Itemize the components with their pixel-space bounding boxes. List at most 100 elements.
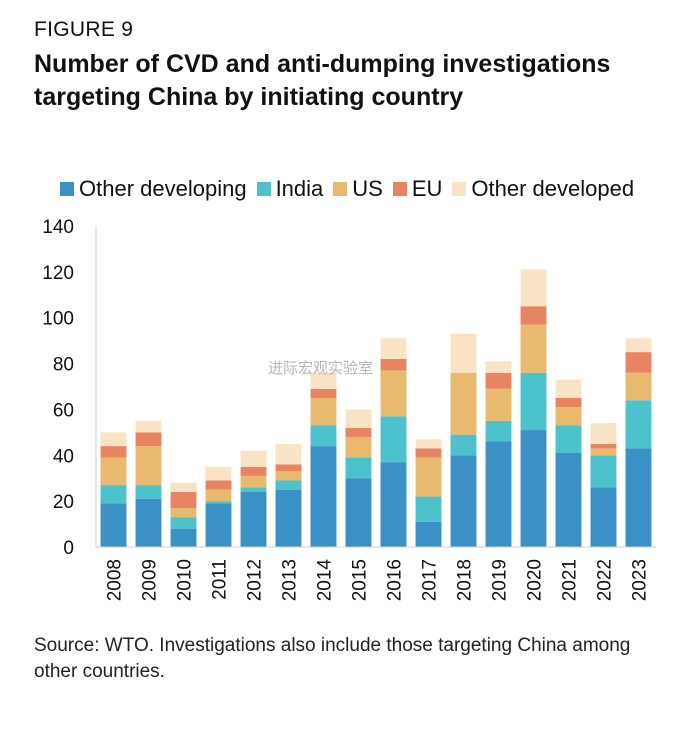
x-tick-label: 2016 xyxy=(385,559,406,601)
bar-segment-eu-2015 xyxy=(345,427,372,437)
x-tick-label: 2023 xyxy=(630,559,651,601)
bar-segment-eu-2019 xyxy=(485,372,512,389)
legend-swatch xyxy=(256,182,271,196)
x-tick-label: 2020 xyxy=(525,559,546,601)
bar-segment-us-2022 xyxy=(590,448,617,456)
bar-segment-other-developing-2017 xyxy=(415,521,442,547)
bar-segment-eu-2021 xyxy=(555,397,582,408)
bar-segment-other-developed-2008 xyxy=(100,432,127,447)
figure-label: FIGURE 9 xyxy=(34,18,134,41)
x-tick-label: 2014 xyxy=(315,559,336,602)
bar-segment-india-2009 xyxy=(135,485,162,499)
legend-label: Other developing xyxy=(79,176,247,201)
bar-segment-india-2008 xyxy=(100,485,127,504)
bar-segment-india-2018 xyxy=(450,434,477,456)
bar-segment-other-developed-2023 xyxy=(625,338,652,353)
watermark: 迸际宏观实验室 xyxy=(268,360,374,377)
y-tick-label: 40 xyxy=(53,446,74,467)
y-tick-label: 20 xyxy=(53,492,74,513)
bar-segment-other-developing-2023 xyxy=(625,448,652,547)
bar-segment-eu-2020 xyxy=(520,306,547,325)
bar-segment-other-developed-2017 xyxy=(415,439,442,449)
bar-segment-other-developing-2013 xyxy=(275,489,302,547)
bar-segment-eu-2016 xyxy=(380,358,407,371)
bar-segment-eu-2011 xyxy=(205,480,232,490)
bar-segment-us-2021 xyxy=(555,407,582,426)
bar-segment-other-developed-2016 xyxy=(380,338,407,359)
bar-segment-eu-2010 xyxy=(170,491,197,509)
y-tick-label: 120 xyxy=(42,263,74,284)
bar-segment-india-2016 xyxy=(380,416,407,463)
x-tick-label: 2017 xyxy=(420,559,441,601)
bar-segment-other-developed-2019 xyxy=(485,361,512,373)
bar-segment-india-2020 xyxy=(520,372,547,431)
bar-segment-other-developed-2020 xyxy=(520,269,547,307)
bar-segment-us-2013 xyxy=(275,471,302,481)
legend-label: EU xyxy=(411,176,443,201)
bar-segment-other-developing-2019 xyxy=(485,441,512,547)
bar-segment-us-2014 xyxy=(310,397,337,426)
x-tick-label: 2010 xyxy=(175,559,196,601)
bar-segment-eu-2009 xyxy=(135,432,162,447)
legend-item-eu: EU xyxy=(392,176,443,202)
bar-segment-other-developed-2011 xyxy=(205,466,232,481)
bar-segment-india-2017 xyxy=(415,496,442,522)
bar-segment-us-2010 xyxy=(170,508,197,518)
bar-segment-india-2019 xyxy=(485,420,512,442)
legend-swatch xyxy=(333,182,348,196)
bar-segment-eu-2012 xyxy=(240,466,267,476)
x-axis: 2008 2009 2010 2011 2012 2013 2014 2015 2016 2017… xyxy=(105,559,651,602)
bar-segment-other-developed-2022 xyxy=(590,423,617,444)
y-tick-label: 60 xyxy=(53,400,74,421)
x-tick-label: 2008 xyxy=(105,559,126,601)
y-tick-label: 0 xyxy=(63,538,74,559)
x-tick-label: 2022 xyxy=(595,559,616,601)
legend-label: Other developed xyxy=(471,176,635,201)
x-tick-label: 2019 xyxy=(490,559,511,601)
bar-segment-us-2019 xyxy=(485,388,512,421)
bar-segment-other-developing-2010 xyxy=(170,528,197,547)
bar-segment-india-2022 xyxy=(590,455,617,488)
y-axis: 0 20 40 60 80 100 120 140 xyxy=(42,217,74,559)
bar-segment-india-2021 xyxy=(555,425,582,453)
bar-segment-us-2009 xyxy=(135,446,162,486)
legend-item-other-developing: Other developing xyxy=(60,176,247,202)
legend-swatch xyxy=(452,182,467,196)
x-tick-label: 2011 xyxy=(210,559,231,600)
y-tick-label: 140 xyxy=(42,217,74,238)
legend-swatch xyxy=(60,182,74,196)
bar-area xyxy=(100,269,652,547)
legend-item-us: US xyxy=(333,176,383,202)
bar-segment-other-developing-2022 xyxy=(590,487,617,547)
bar-segment-us-2020 xyxy=(520,324,547,373)
bar-segment-eu-2022 xyxy=(590,443,617,449)
bar-segment-india-2015 xyxy=(345,457,372,479)
legend-label: US xyxy=(352,176,383,201)
legend-swatch xyxy=(392,182,407,196)
bar-segment-us-2012 xyxy=(240,475,267,488)
bar-segment-us-2015 xyxy=(345,436,372,458)
bar-segment-us-2011 xyxy=(205,489,232,502)
bar-segment-other-developing-2018 xyxy=(450,455,477,547)
bar-segment-us-2008 xyxy=(100,457,127,486)
bar-segment-other-developing-2014 xyxy=(310,446,337,547)
bar-segment-other-developing-2016 xyxy=(380,462,407,547)
legend-label: India xyxy=(275,176,324,201)
bar-segment-eu-2017 xyxy=(415,448,442,458)
bar-segment-other-developed-2014 xyxy=(310,372,337,389)
bar-segment-eu-2023 xyxy=(625,352,652,373)
bar-segment-other-developing-2012 xyxy=(240,491,267,547)
chart-title: Number of CVD and anti-dumping investiga… xyxy=(34,50,611,111)
x-tick-label: 2018 xyxy=(455,559,476,601)
x-tick-label: 2012 xyxy=(245,559,266,601)
bar-segment-india-2012 xyxy=(240,487,267,492)
bar-segment-other-developed-2018 xyxy=(450,333,477,373)
y-tick-label: 100 xyxy=(42,309,74,330)
bar-segment-eu-2014 xyxy=(310,388,337,398)
bar-segment-other-developed-2010 xyxy=(170,482,197,492)
bar-segment-other-developing-2021 xyxy=(555,452,582,547)
bar-segment-india-2011 xyxy=(205,501,232,504)
bar-segment-other-developed-2012 xyxy=(240,450,267,467)
bar-segment-us-2016 xyxy=(380,370,407,417)
